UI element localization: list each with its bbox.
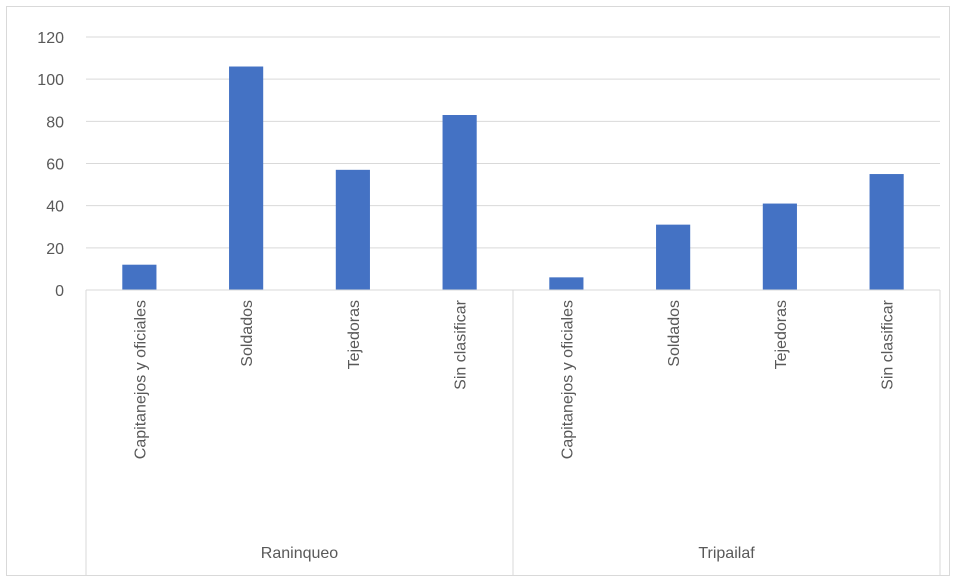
bars	[122, 66, 904, 291]
y-tick-label-80: 80	[46, 114, 64, 131]
y-tick-label-100: 100	[37, 72, 64, 89]
y-tick-label-60: 60	[46, 157, 64, 174]
group-labels: Raninqueo Tripailaf	[261, 545, 755, 562]
category-label-raninqueo-3: Sin clasificar	[453, 299, 470, 389]
y-tick-label-20: 20	[46, 241, 64, 258]
category-label-tripailaf-0: Capitanejos y oficiales	[559, 300, 576, 459]
y-tick-label-0: 0	[55, 283, 64, 300]
category-label-tripailaf-3: Sin clasificar	[880, 299, 897, 389]
category-label-raninqueo-1: Soldados	[239, 300, 256, 367]
category-axis	[85, 289, 941, 575]
group-label-raninqueo: Raninqueo	[261, 545, 339, 562]
bar-raninqueo-3	[442, 115, 477, 290]
gridlines	[86, 36, 940, 249]
bar-raninqueo-0	[122, 264, 157, 290]
category-label-tripailaf-2: Tejedoras	[773, 300, 790, 369]
bar-raninqueo-2	[335, 169, 370, 290]
chart-frame	[6, 6, 950, 576]
category-label-tripailaf-1: Soldados	[666, 300, 683, 367]
bar-tripailaf-3	[869, 174, 904, 290]
category-label-raninqueo-2: Tejedoras	[346, 300, 363, 369]
category-labels: Capitanejos y oficiales Soldados Tejedoras…	[132, 299, 896, 459]
bar-raninqueo-1	[229, 66, 264, 291]
bar-tripailaf-0	[549, 277, 584, 290]
bar-tripailaf-1	[656, 224, 691, 290]
category-label-raninqueo-0: Capitanejos y oficiales	[132, 300, 149, 459]
y-tick-label-40: 40	[46, 199, 64, 216]
bar-tripailaf-2	[762, 203, 797, 290]
y-tick-label-120: 120	[37, 30, 64, 47]
group-label-tripailaf: Tripailaf	[698, 545, 755, 562]
y-axis-ticks: 0 20 40 60 80 100 120	[37, 30, 64, 300]
